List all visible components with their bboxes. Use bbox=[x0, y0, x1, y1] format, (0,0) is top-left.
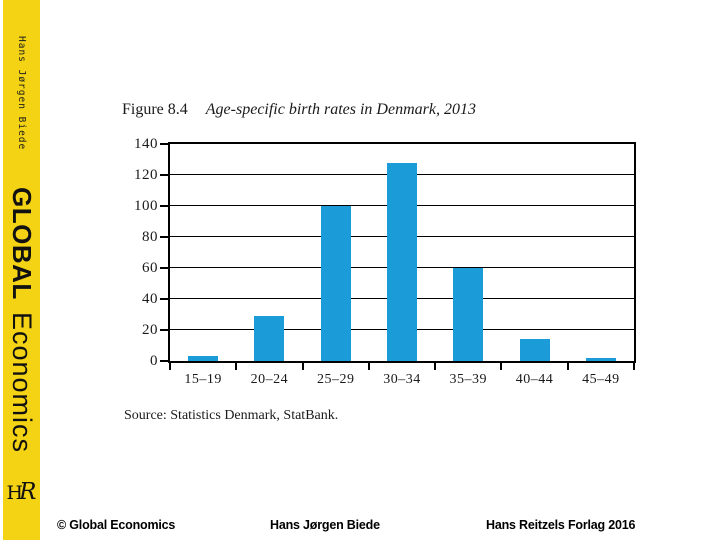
x-tick-label: 40–44 bbox=[515, 372, 554, 387]
y-axis-tick bbox=[160, 267, 168, 269]
x-tick-label: 45–49 bbox=[582, 372, 620, 387]
x-axis-tick bbox=[301, 361, 304, 370]
publisher-hr-logo: HR bbox=[7, 479, 37, 505]
y-axis-tick bbox=[160, 205, 168, 207]
bar bbox=[188, 356, 219, 361]
sidebar-author-vertical-text: Hans Jørgen Biede bbox=[16, 36, 27, 151]
x-tick-label: 25–29 bbox=[316, 372, 355, 387]
x-axis-tick bbox=[235, 361, 238, 370]
y-tick-label: 0 bbox=[150, 353, 158, 369]
sidebar-brand-vertical-text: GLOBAL Economics bbox=[6, 187, 37, 453]
y-axis-tick bbox=[160, 329, 168, 332]
brand-global-text: GLOBAL bbox=[7, 187, 37, 300]
figure-title: Figure 8.4 Age-specific birth rates in De… bbox=[122, 101, 476, 119]
y-axis-tick bbox=[160, 174, 168, 176]
x-tick-label: 20–24 bbox=[250, 372, 289, 387]
x-tick-label: 35–39 bbox=[449, 372, 488, 387]
x-axis-tick bbox=[169, 361, 171, 370]
y-tick-label: 140 bbox=[134, 136, 158, 152]
logo-letter-r: R bbox=[19, 479, 37, 505]
x-axis-tick bbox=[434, 361, 437, 370]
y-axis-tick bbox=[160, 298, 168, 301]
x-tick-label: 15–19 bbox=[184, 372, 222, 387]
y-axis-tick bbox=[160, 360, 168, 362]
sidebar: Hans Jørgen Biede GLOBAL Economics HR bbox=[3, 0, 40, 540]
y-tick-label: 120 bbox=[134, 167, 158, 183]
footer-publisher: Hans Reitzels Forlag 2016 bbox=[486, 518, 636, 532]
footer-author: Hans Jørgen Biede bbox=[270, 518, 380, 532]
plot-area bbox=[160, 142, 636, 370]
y-tick-label: 40 bbox=[142, 291, 158, 308]
x-axis-labels: 15–19 20–24 25–29 30–34 35–39 40–44 45–49 bbox=[170, 372, 634, 388]
brand-economics-text: Economics bbox=[7, 311, 37, 453]
bar bbox=[387, 162, 417, 361]
y-axis-labels: 0 20 40 60 80 100 120 140 bbox=[95, 136, 158, 369]
y-tick-label: 80 bbox=[142, 229, 158, 246]
bar bbox=[585, 357, 616, 361]
figure-number-label: Figure 8.4 bbox=[122, 101, 188, 118]
y-tick-label: 60 bbox=[142, 260, 158, 276]
y-axis-tick bbox=[160, 143, 168, 145]
bar bbox=[519, 339, 550, 361]
source-note: Source: Statistics Denmark, StatBank. bbox=[124, 408, 339, 423]
y-tick-label: 20 bbox=[142, 322, 158, 339]
x-axis-tick bbox=[500, 361, 503, 370]
figure-caption: Age-specific birth rates in Denmark, 201… bbox=[205, 101, 476, 118]
x-tick-label: 30–34 bbox=[383, 372, 421, 387]
logo-letter-h: H bbox=[6, 482, 24, 504]
bar bbox=[453, 268, 484, 361]
x-axis-tick bbox=[633, 361, 635, 370]
x-axis-tick bbox=[367, 361, 370, 370]
footer-copyright: © Global Economics bbox=[57, 518, 176, 532]
x-axis-tick bbox=[566, 361, 569, 370]
bar bbox=[320, 206, 351, 361]
y-tick-label: 100 bbox=[134, 198, 158, 214]
bar bbox=[254, 316, 285, 361]
y-axis-tick bbox=[160, 236, 168, 239]
